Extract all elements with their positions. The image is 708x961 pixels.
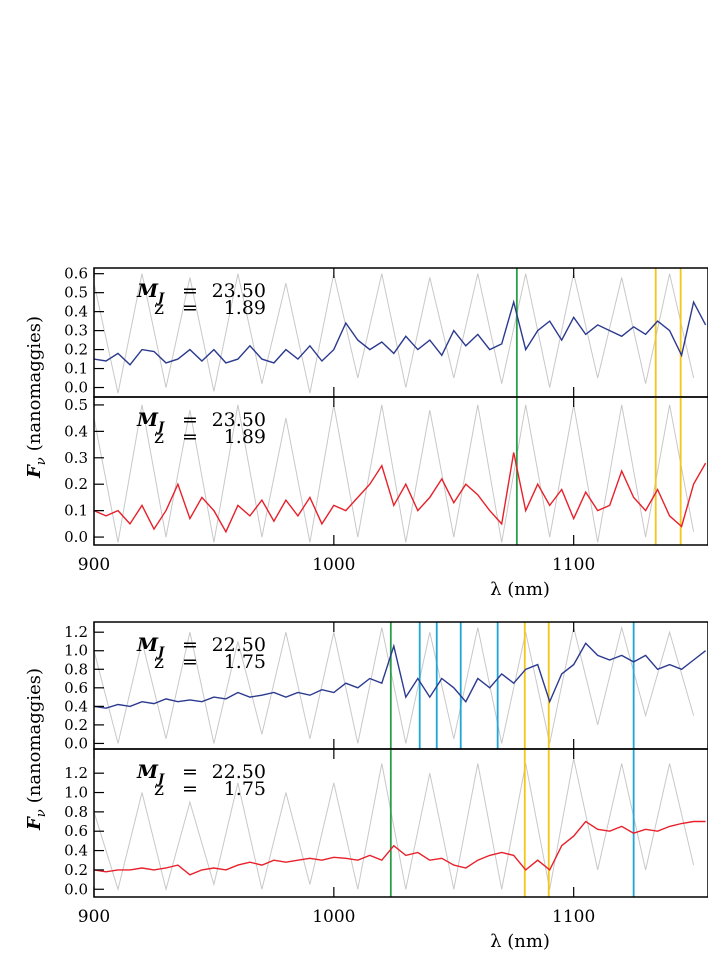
y-axis-label: Fν (nanomaggies) [24,316,49,479]
y-tick-label: 0.4 [64,842,88,860]
y-tick-label: 0.5 [64,284,88,302]
mag-label: M [136,761,159,783]
x-tick-label: 900 [78,555,110,575]
y-tick-label: 0.2 [64,716,88,734]
y-tick-label: 0.0 [64,379,88,397]
y-tick-label: 1.0 [64,784,88,802]
annotation-mag: MJ [136,634,165,660]
x-tick-label: 1000 [312,555,355,575]
y-tick-label: 0.0 [64,880,88,898]
y-tick-label: 0.8 [64,803,88,821]
annotation-mag-value: 23.50 [212,280,266,302]
plot-area [94,397,707,545]
mag-label: M [136,280,159,302]
y-tick-label: 1.0 [64,642,88,660]
y-tick-label: 1.2 [64,623,88,641]
y-tick-label: 0.6 [64,679,88,697]
plot-area [94,622,707,749]
annotation-z-value: 1.75 [224,778,266,800]
annotation-z-label: z [154,426,164,448]
y-tick-label: 0.1 [64,360,88,378]
plot-area [94,749,706,897]
annotation-mag: MJ [136,280,165,306]
annotation-equals: = [182,409,198,431]
spectrum-line [94,273,695,394]
y-tick-label: 0.0 [64,734,88,752]
annotation-mag-value: 22.50 [212,761,266,783]
x-axis-label: λ (nm) [490,579,550,600]
annotation-equals: = [182,761,198,783]
mag-sub: J [155,645,165,660]
y-tick-label: 0.3 [64,322,88,340]
y-tick-label: 0.2 [64,475,88,493]
annotation-z-value: 1.89 [224,426,266,448]
spectrum-line [94,758,695,892]
y-tick-label: 1.2 [64,764,88,782]
annotation-mag: MJ [136,409,165,435]
mag-label: M [136,409,159,431]
annotation-z-label: z [154,297,164,319]
annotation-equals: = [182,280,198,302]
annotation-equals: = [182,778,198,800]
annotation-z-label: z [154,651,164,673]
y-label-sub: ν [34,809,49,817]
y-tick-label: 0.4 [64,697,88,715]
x-tick-label: 1000 [312,907,355,927]
spectrum-line [94,299,707,366]
mag-label: M [136,634,159,656]
annotation-mag-value: 23.50 [212,409,266,431]
annotation-z-value: 1.75 [224,651,266,673]
annotation-equals: = [182,297,198,319]
y-label-symbol: F [24,464,45,479]
annotation-equals: = [182,426,198,448]
y-tick-label: 0.4 [64,303,88,321]
spectrum-line [94,820,706,876]
y-tick-label: 0.8 [64,660,88,678]
y-tick-label: 0.2 [64,341,88,359]
frame [93,748,708,898]
x-tick-label: 1100 [552,555,595,575]
annotation-equals: = [182,634,198,656]
annotation-equals: = [182,651,198,673]
frame [93,396,708,546]
spectrum-line [94,642,707,709]
annotation-mag-value: 22.50 [212,634,266,656]
annotation-mag: MJ [136,761,165,787]
y-tick-label: 0.6 [64,822,88,840]
x-tick-label: 900 [78,907,110,927]
y-tick-label: 0.1 [64,502,88,520]
spectrum-line [94,404,695,543]
annotation-z-value: 1.89 [224,297,266,319]
y-label-text: (nanomaggies) [24,668,45,803]
spectrum-line [94,452,707,534]
y-tick-label: 0.2 [64,861,88,879]
plot-area [94,268,707,397]
y-tick-label: 0.0 [64,528,88,546]
mag-sub: J [155,291,165,306]
spectrum-line [94,625,695,744]
y-tick-label: 0.6 [64,265,88,283]
y-tick-label: 0.4 [64,422,88,440]
y-tick-label: 0.5 [64,396,88,414]
y-label-sub: ν [34,457,49,465]
y-axis-label: Fν (nanomaggies) [24,668,49,831]
y-label-symbol: F [24,816,45,831]
y-tick-label: 0.3 [64,449,88,467]
mag-sub: J [155,420,165,435]
x-tick-label: 1100 [552,907,595,927]
y-label-text: (nanomaggies) [24,316,45,451]
x-axis-label: λ (nm) [490,931,550,952]
mag-sub: J [155,772,165,787]
annotation-z-label: z [154,778,164,800]
